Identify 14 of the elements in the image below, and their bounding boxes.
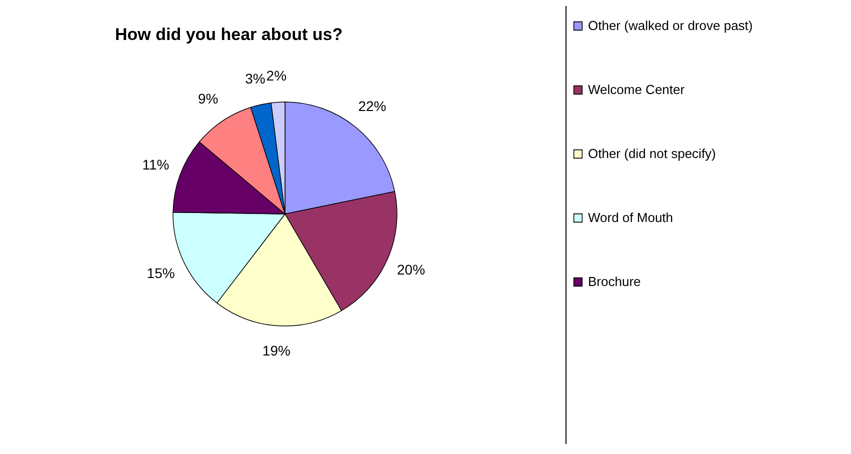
data-label: 20%	[396, 261, 426, 278]
data-label: 2%	[266, 67, 287, 84]
data-label: 3%	[245, 70, 266, 86]
legend-label: Other (did not specify)	[588, 146, 716, 161]
chart-title: How did you hear about us?	[115, 25, 343, 44]
legend-label: Word of Mouth	[588, 210, 674, 225]
data-label: 11%	[142, 156, 170, 173]
data-label: 22%	[358, 98, 386, 114]
data-label: 19%	[262, 342, 290, 359]
legend-label: Other (walked or drove past)	[588, 18, 753, 33]
data-label: 9%	[198, 90, 218, 106]
legend-label: Brochure	[588, 274, 641, 289]
data-label: 15%	[146, 265, 175, 282]
legend-label: Welcome Center	[588, 82, 686, 97]
